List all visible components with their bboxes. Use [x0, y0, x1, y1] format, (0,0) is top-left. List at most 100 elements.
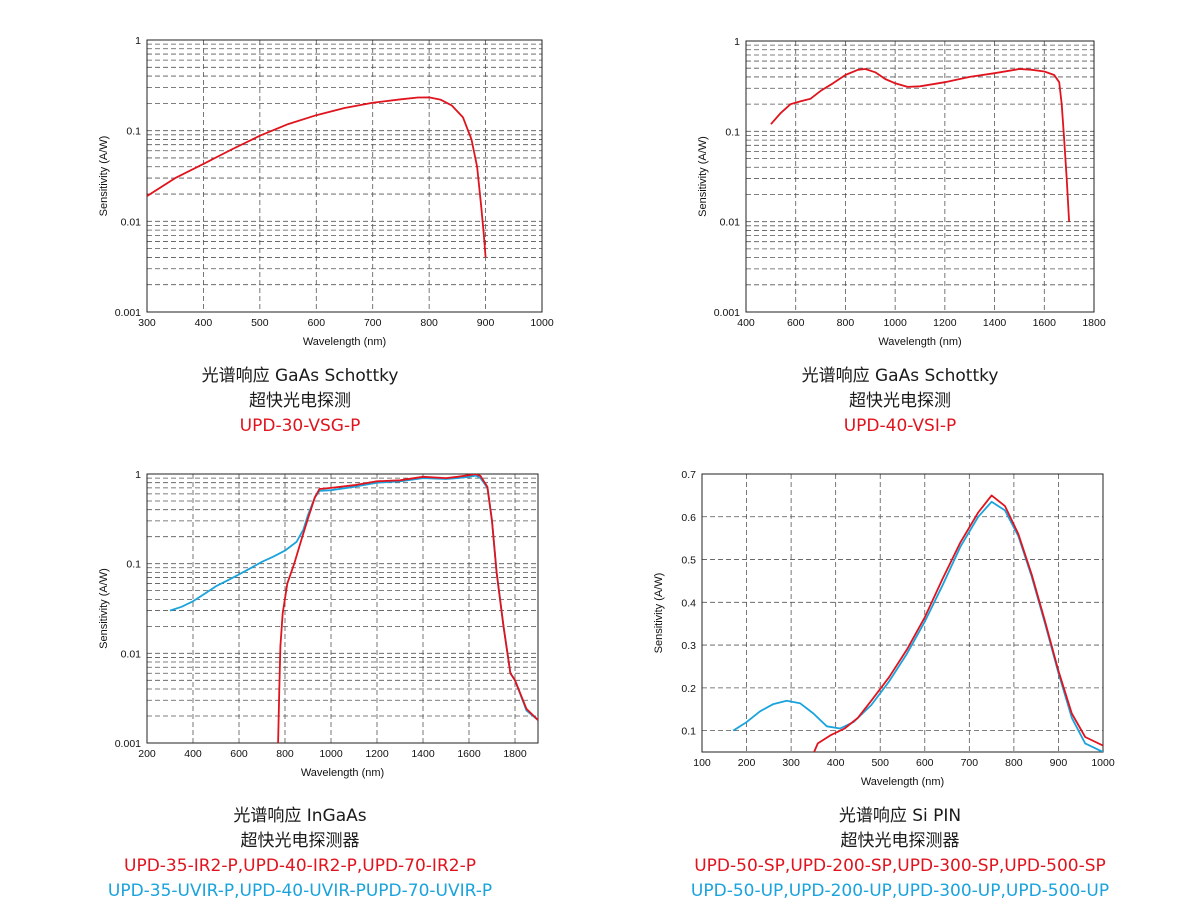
plot-frame [146, 473, 539, 744]
caption-models-blue: UPD-35-UVIR-P,UPD-40-UVIR-PUPD-70-UVIR-P [107, 881, 493, 901]
x-tick-label: 400 [195, 317, 213, 329]
series-line-2 [277, 474, 538, 743]
y-tick-label: 1 [135, 469, 141, 481]
x-tick-label: 1000 [530, 317, 554, 329]
y-tick-label: 0.2 [681, 683, 696, 695]
series-line-1 [770, 68, 1070, 222]
x-tick-label: 900 [1050, 757, 1068, 769]
x-tick-label: 400 [184, 748, 202, 760]
y-tick-label: 0.01 [720, 217, 741, 229]
y-axis-label: Sensitivity (A/W) [697, 136, 709, 217]
y-tick-label: 0.1 [725, 126, 740, 138]
x-tick-label: 100 [693, 757, 711, 769]
series-line-1 [732, 500, 1103, 752]
chart-caption: 光谱响应 Si PIN 超快光电探测器 UPD-50-SP,UPD-200-SP… [600, 804, 1200, 904]
caption-subtitle: 超快光电探测器 [840, 831, 960, 851]
chart-panel-gaas-vsi: 400 600 800 1000 1200 1400 1600 1800 0.001 0.01 0.… [600, 0, 1200, 460]
y-tick-label: 1 [734, 36, 740, 48]
caption-title: 光谱响应 GaAs Schottky [801, 366, 999, 386]
x-tick-label: 600 [230, 748, 248, 760]
caption-models-red: UPD-30-VSG-P [239, 416, 361, 436]
x-tick-label: 200 [138, 748, 156, 760]
x-tick-label: 400 [827, 757, 845, 769]
caption-title: 光谱响应 InGaAs [233, 806, 367, 826]
y-tick-label: 0.4 [681, 597, 696, 609]
grid [147, 474, 538, 743]
x-tick-label: 900 [477, 317, 495, 329]
caption-title: 光谱响应 GaAs Schottky [201, 366, 399, 386]
y-tick-label: 0.1 [126, 126, 141, 138]
x-tick-label: 1600 [457, 748, 481, 760]
x-tick-label: 400 [737, 317, 755, 329]
chart-panel-ingaas: 200 400 600 800 1000 1200 1400 1600 1800 0.001 0.0… [0, 460, 600, 921]
sensitivity-chart-si-pin: 100 200 300 400 500 600 700 800 900 1000 0.1 0.2 0.3… [653, 469, 1115, 788]
x-tick-label: 200 [738, 757, 756, 769]
y-axis-label: Sensitivity (A/W) [98, 136, 110, 217]
x-tick-label: 1200 [365, 748, 389, 760]
caption-subtitle: 超快光电探测 [849, 391, 951, 411]
chart-caption: 光谱响应 GaAs Schottky 超快光电探测 UPD-30-VSG-P [0, 364, 600, 439]
caption-title: 光谱响应 Si PIN [838, 806, 962, 826]
x-axis-label: Wavelength (nm) [878, 336, 961, 348]
x-axis-label: Wavelength (nm) [301, 767, 384, 779]
y-tick-label: 0.01 [121, 216, 142, 228]
x-tick-label: 500 [251, 317, 269, 329]
y-tick-label: 0.5 [681, 555, 696, 567]
caption-subtitle: 超快光电探测器 [240, 831, 360, 851]
x-tick-label: 300 [782, 757, 800, 769]
y-tick-label: 0.001 [115, 738, 141, 750]
caption-models-red: UPD-35-IR2-P,UPD-40-IR2-P,UPD-70-IR2-P [124, 856, 476, 876]
x-tick-label: 700 [364, 317, 382, 329]
chart-panel-si-pin: 100 200 300 400 500 600 700 800 900 1000 0.1 0.2 0.3… [600, 460, 1200, 921]
y-tick-label: 0.001 [714, 307, 740, 319]
x-tick-label: 1400 [983, 317, 1007, 329]
x-tick-label: 600 [916, 757, 934, 769]
series-line-1 [147, 96, 487, 258]
x-tick-label: 500 [871, 757, 889, 769]
sensitivity-chart-gaas-vsg: 300 400 500 600 700 800 900 1000 0.001 0.01 0.1 1 Wa… [98, 35, 554, 348]
grid [702, 474, 1103, 752]
grid [147, 40, 542, 312]
y-axis-label: Sensitivity (A/W) [653, 573, 665, 654]
chart-caption: 光谱响应 GaAs Schottky 超快光电探测 UPD-40-VSI-P [600, 364, 1200, 439]
x-tick-label: 700 [961, 757, 979, 769]
y-tick-label: 0.3 [681, 640, 696, 652]
x-axis-label: Wavelength (nm) [861, 776, 944, 788]
x-tick-label: 800 [420, 317, 438, 329]
x-tick-label: 1800 [1082, 317, 1106, 329]
series-line-2 [813, 494, 1103, 752]
caption-subtitle: 超快光电探测 [249, 391, 351, 411]
y-axis-label: Sensitivity (A/W) [98, 568, 110, 649]
x-tick-label: 1000 [319, 748, 343, 760]
x-tick-label: 1800 [503, 748, 527, 760]
x-tick-label: 600 [308, 317, 326, 329]
y-tick-label: 0.6 [681, 512, 696, 524]
caption-models-red: UPD-40-VSI-P [843, 416, 957, 436]
chart-caption: 光谱响应 InGaAs 超快光电探测器 UPD-35-IR2-P,UPD-40-… [0, 804, 600, 904]
sensitivity-chart-ingaas: 200 400 600 800 1000 1200 1400 1600 1800 0.001 0.0… [98, 469, 539, 779]
x-tick-label: 800 [837, 317, 855, 329]
x-axis-label: Wavelength (nm) [303, 336, 386, 348]
caption-models-red: UPD-50-SP,UPD-200-SP,UPD-300-SP,UPD-500-… [694, 856, 1106, 876]
y-tick-label: 0.7 [681, 469, 696, 481]
x-tick-label: 1600 [1033, 317, 1057, 329]
x-tick-label: 1400 [411, 748, 435, 760]
y-tick-label: 0.1 [681, 726, 696, 738]
x-tick-label: 1000 [1091, 757, 1115, 769]
y-tick-label: 0.1 [126, 559, 141, 571]
chart-panel-gaas-vsg: 300 400 500 600 700 800 900 1000 0.001 0.01 0.1 1 Wa… [0, 0, 600, 460]
grid [746, 41, 1094, 312]
plot-frame [701, 473, 1104, 753]
plot-frame [745, 40, 1095, 313]
x-tick-label: 800 [276, 748, 294, 760]
caption-models-blue: UPD-50-UP,UPD-200-UP,UPD-300-UP,UPD-500-… [690, 881, 1110, 901]
x-tick-label: 800 [1005, 757, 1023, 769]
sensitivity-chart-gaas-vsi: 400 600 800 1000 1200 1400 1600 1800 0.001 0.01 0.… [697, 36, 1106, 348]
y-tick-label: 1 [135, 35, 141, 47]
x-tick-label: 1000 [883, 317, 907, 329]
x-tick-label: 1200 [933, 317, 957, 329]
y-tick-label: 0.001 [115, 307, 141, 319]
y-tick-label: 0.01 [121, 648, 142, 660]
plot-frame [146, 39, 543, 313]
x-tick-label: 600 [787, 317, 805, 329]
